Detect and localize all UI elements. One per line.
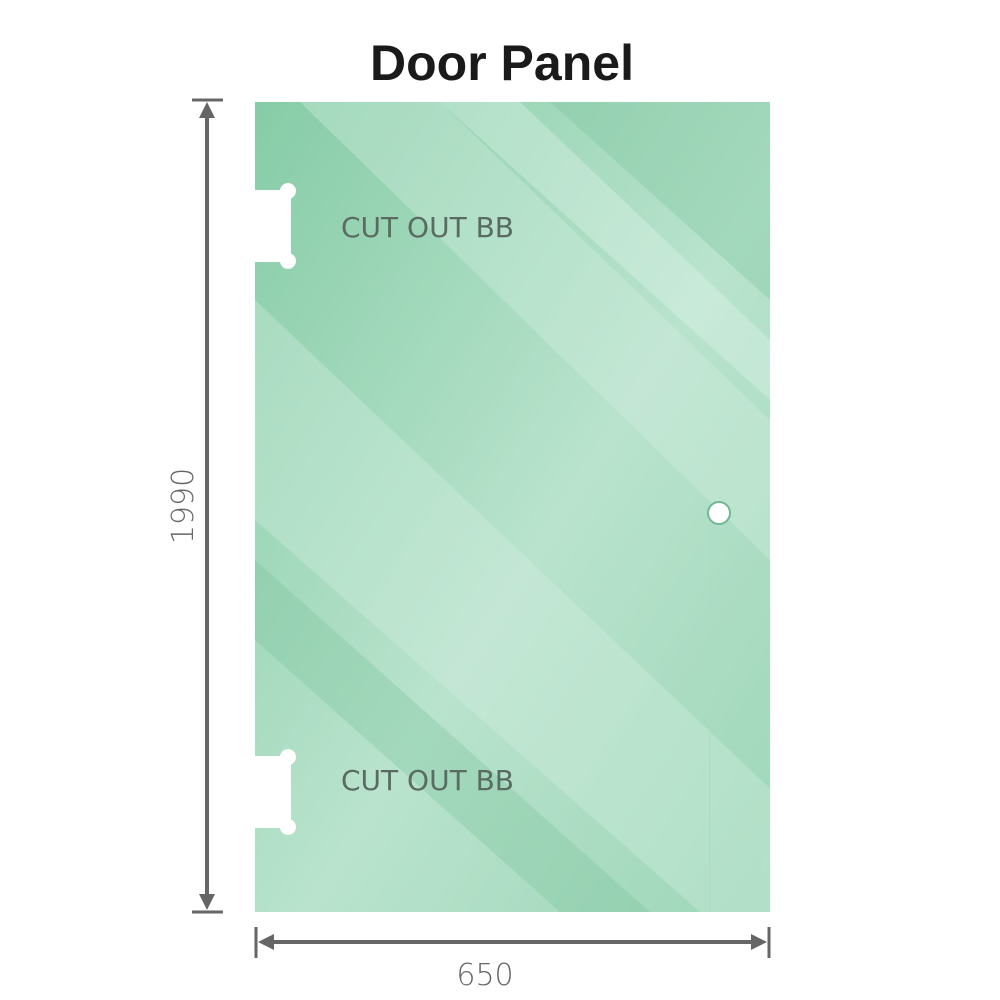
- cutout-label-top: CUT OUT BB: [341, 211, 514, 244]
- height-dimension-line: [192, 98, 223, 914]
- width-label: 650: [456, 958, 513, 993]
- cutout-bottom: [250, 749, 296, 835]
- handle-hole: [707, 501, 731, 525]
- diagram-title: Door Panel: [370, 35, 634, 91]
- cutout-top: [250, 183, 296, 269]
- cutout-label-bottom: CUT OUT BB: [341, 764, 514, 797]
- glass-panel: [255, 102, 770, 912]
- height-label: 1990: [166, 468, 201, 544]
- width-dimension-line: [254, 927, 771, 958]
